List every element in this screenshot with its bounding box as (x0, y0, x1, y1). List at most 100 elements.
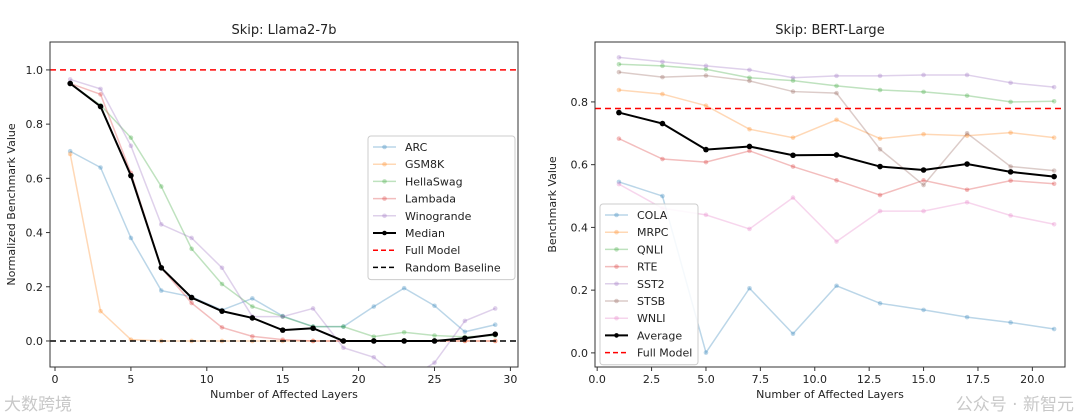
data-point-hellaswag (401, 330, 407, 335)
data-point-average (746, 143, 753, 150)
data-point-rte (964, 187, 970, 193)
legend-marker-lambada (382, 196, 387, 201)
data-point-average (659, 120, 666, 127)
data-point-sst2 (660, 59, 665, 65)
data-point-hellaswag (341, 324, 346, 329)
data-point-median (219, 308, 225, 314)
data-point-rte (660, 156, 665, 162)
x-tick-label: 7.5 (752, 373, 770, 386)
data-point-winogrande (402, 379, 407, 384)
legend-marker-average (614, 333, 619, 338)
legend-label-random-baseline: Random Baseline (405, 261, 501, 274)
data-point-average (877, 163, 883, 170)
x-tick-label: 10 (200, 373, 214, 386)
data-point-sst2 (703, 63, 709, 69)
data-point-winogrande (219, 265, 225, 271)
data-point-mrpc (877, 136, 883, 141)
data-point-arc (98, 165, 103, 170)
data-point-average (1051, 173, 1057, 180)
y-tick-label: 0.0 (571, 347, 589, 360)
legend-marker-mrpc (614, 229, 619, 235)
data-point-cola (660, 193, 665, 199)
data-point-cola (616, 179, 622, 185)
legend-marker-wnli (614, 315, 619, 321)
x-tick-label: 17.5 (966, 373, 991, 386)
y-tick-label: 0.6 (26, 172, 44, 185)
data-point-stsb (790, 89, 796, 94)
bert-chart: Skip: BERT-Large 0.0 2.5 5.0 7.5 10.0 12.5 15.0… (546, 23, 1066, 401)
series-line-qnli (618, 63, 1055, 103)
data-point-sst2 (790, 75, 796, 81)
data-point-winogrande (280, 314, 286, 319)
chart-title: Skip: Llama2-7b (231, 23, 336, 38)
legend-marker-hellaswag (382, 179, 387, 184)
axes-frame (594, 41, 1066, 368)
data-point-qnli (703, 66, 709, 72)
data-point-sst2 (747, 67, 752, 73)
data-point-mrpc (660, 91, 665, 97)
series-line-arc (69, 150, 496, 333)
x-tick-label: 20 (352, 373, 366, 386)
series-line-mrpc (618, 89, 1055, 140)
data-point-hellaswag (219, 281, 225, 287)
legend-label-wnli: WNLI (637, 312, 665, 325)
data-point-cola (790, 331, 796, 337)
data-point-wnli (834, 239, 839, 244)
data-point-rte (877, 192, 883, 198)
plot-area (595, 55, 1065, 355)
legend-marker-gsm8k (382, 161, 387, 167)
legend-marker-qnli (614, 247, 619, 252)
data-point-average (616, 109, 622, 116)
legend: ARC GSM8K HellaSwag Lambada Winogrande Median… (367, 135, 516, 281)
x-tick-label: 20.0 (1020, 373, 1045, 386)
data-point-sst2 (834, 73, 839, 79)
data-point-median (158, 264, 165, 271)
legend-label-mrpc: MRPC (637, 226, 669, 239)
data-point-mrpc (747, 126, 752, 132)
y-axis-label: Benchmark Value (546, 156, 559, 253)
legend-label-winogrande: Winogrande (405, 210, 472, 223)
legend: COLA MRPC QNLI RTE SST2 STSB WNLI Average Full M… (599, 203, 699, 366)
data-point-sst2 (1008, 80, 1013, 86)
data-point-stsb (1051, 168, 1057, 173)
legend-marker-median (382, 230, 387, 236)
data-point-qnli (964, 93, 970, 98)
legend-marker-sst2 (614, 281, 619, 287)
data-point-mrpc (964, 133, 970, 139)
data-point-wnli (747, 226, 752, 232)
data-point-arc (401, 285, 407, 291)
data-point-sst2 (616, 55, 622, 60)
llama-chart: Skip: Llama2-7b 0 5 10 15 20 25 30 0.0 0.2 0.4 0.6 0… (5, 23, 519, 401)
data-point-average (833, 152, 840, 158)
data-point-wnli (616, 181, 622, 187)
axes-frame (49, 41, 519, 368)
data-point-arc (371, 304, 377, 309)
legend-marker-winogrande (382, 213, 387, 219)
legend-label-full-model: Full Model (637, 347, 692, 360)
data-point-stsb (747, 78, 752, 84)
data-point-average (790, 152, 796, 159)
watermark-left: 大数跨境 (4, 395, 72, 415)
data-point-lambada (189, 300, 194, 306)
y-tick-label: 0.4 (571, 221, 589, 234)
data-point-sst2 (964, 72, 970, 78)
data-point-rte (1051, 181, 1057, 187)
x-tick-label: 25 (428, 373, 442, 386)
legend-marker-arc (382, 144, 387, 150)
data-point-wnli (921, 208, 926, 214)
x-tick-label: 2.5 (643, 373, 661, 386)
data-point-qnli (877, 87, 883, 93)
data-point-hellaswag (128, 135, 134, 140)
data-point-cola (877, 301, 883, 306)
data-point-winogrande (492, 306, 498, 311)
data-point-mrpc (921, 131, 926, 137)
data-point-cola (1008, 320, 1013, 325)
data-point-winogrande (462, 318, 468, 324)
data-point-mrpc (1051, 135, 1057, 140)
data-point-hellaswag (189, 246, 194, 252)
x-tick-label: 5.0 (697, 373, 715, 386)
data-point-lambada (98, 92, 103, 97)
data-point-rte (703, 159, 709, 165)
series-line-hellaswag (69, 82, 496, 338)
